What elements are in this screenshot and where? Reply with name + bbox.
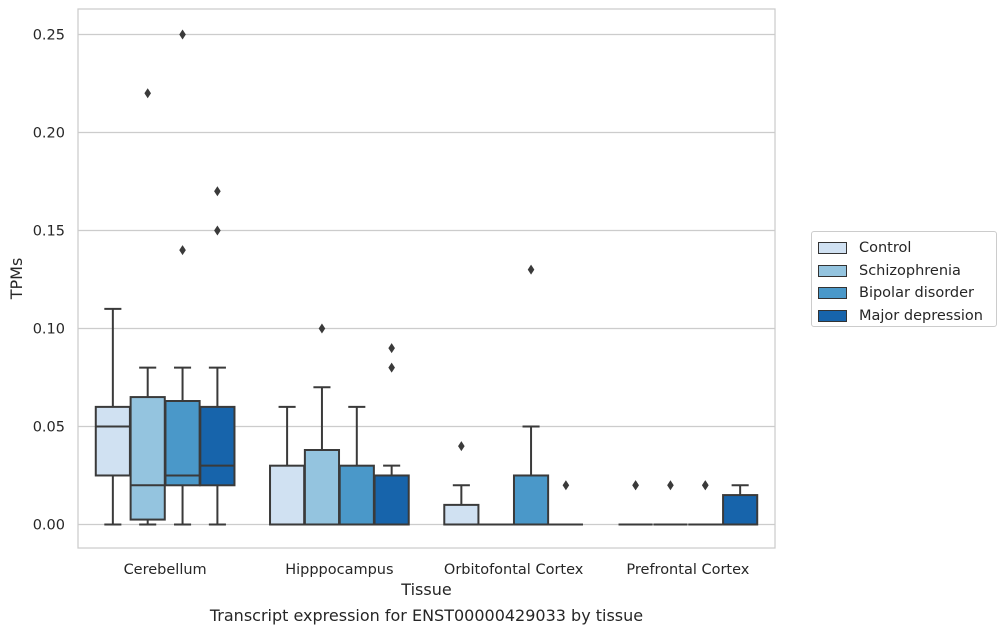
chart-caption: Transcript expression for ENST0000042903… [209, 606, 644, 625]
box-plot-marks [94, 29, 759, 526]
box-1-0 [269, 405, 306, 526]
box-3-0 [618, 480, 653, 526]
legend-label: Schizophrenia [859, 262, 961, 279]
legend-item: Major depression [818, 305, 996, 328]
iqr-box [373, 474, 410, 526]
y-tick-label: 0.00 [33, 517, 65, 533]
outlier-point [388, 343, 395, 354]
outlier-point [562, 480, 570, 491]
iqr-box [269, 464, 306, 526]
iqr-box [164, 400, 201, 487]
outlier-point [214, 186, 221, 197]
box-3-2 [688, 480, 723, 526]
outlier-point [144, 88, 151, 99]
plot-area-frame [77, 8, 776, 549]
legend-swatch [818, 309, 847, 322]
box-3-1 [653, 480, 688, 526]
iqr-box [512, 474, 550, 526]
x-tick-label: Orbitofontal Cortex [444, 562, 584, 578]
box-2-0 [443, 441, 480, 526]
legend-label: Control [859, 240, 912, 256]
box-0-0 [94, 307, 131, 526]
iqr-box [199, 405, 236, 487]
x-tick-label: Hipppocampus [285, 562, 393, 578]
outlier-point [632, 480, 639, 491]
legend-label: Bipolar disorder [859, 285, 974, 301]
legend-swatch [818, 242, 847, 255]
box-1-3 [373, 343, 410, 526]
outlier-point [527, 264, 535, 275]
box-0-3 [199, 186, 236, 526]
y-tick-label: 0.15 [33, 223, 65, 239]
y-tick-label: 0.10 [33, 321, 65, 337]
box-2-3 [548, 480, 583, 526]
outlier-point [667, 480, 674, 491]
outlier-point [318, 323, 326, 334]
box-1-1 [303, 323, 341, 526]
iqr-box [129, 396, 166, 521]
iqr-box [94, 405, 131, 477]
legend-item: Control [818, 237, 996, 260]
y-axis-title: TPMs [7, 258, 26, 301]
box-1-2 [338, 405, 375, 526]
outlier-point [458, 441, 465, 452]
y-tick-label: 0.05 [33, 419, 65, 435]
box-3-3 [722, 484, 759, 526]
y-tick-label: 0.25 [33, 27, 65, 43]
box-2-2 [512, 264, 550, 526]
x-axis-title: Tissue [400, 580, 451, 599]
legend-label: Major depression [859, 307, 983, 324]
legend-swatch [818, 264, 847, 277]
box-0-2 [164, 29, 201, 526]
axis-tick-labels: 0.00 0.05 0.10 0.15 0.20 0.25 Cerebellum Hipppo… [33, 27, 750, 578]
outlier-point [702, 480, 709, 491]
legend-swatch [818, 287, 847, 300]
x-tick-label: Prefrontal Cortex [626, 562, 749, 578]
y-tick-label: 0.20 [33, 125, 65, 141]
iqr-box [338, 464, 375, 526]
outlier-point [179, 245, 186, 256]
legend-item: Schizophrenia [818, 260, 996, 283]
iqr-box [722, 494, 759, 526]
iqr-box [303, 449, 341, 526]
chart-legend: Control Schizophrenia Bipolar disorder Majo… [811, 231, 997, 327]
iqr-box [443, 503, 480, 526]
box-0-1 [129, 88, 166, 526]
x-tick-label: Cerebellum [124, 562, 207, 578]
legend-item: Bipolar disorder [818, 282, 996, 305]
outlier-point [179, 29, 186, 40]
outlier-point [214, 225, 221, 236]
outlier-point [388, 362, 395, 373]
